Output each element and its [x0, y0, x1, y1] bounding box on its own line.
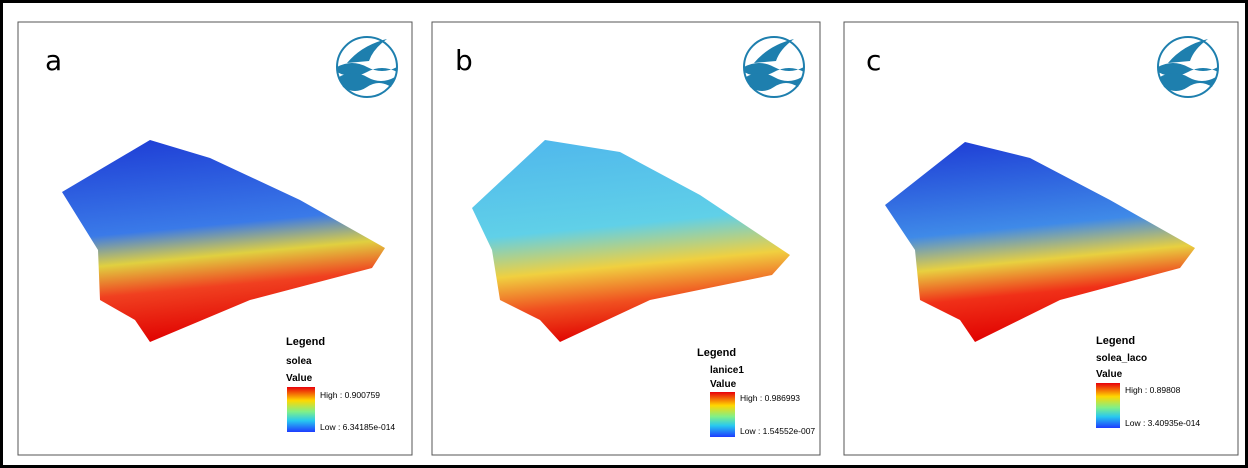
legend-high: High : 0.986993 — [740, 393, 800, 403]
legend-high: High : 0.900759 — [320, 390, 380, 400]
color-ramp — [287, 387, 315, 432]
legend-field: Value — [710, 379, 737, 390]
panel-c: c Legend solea_laco Value High : 0.89808… — [844, 22, 1238, 455]
legend-title: Legend — [697, 347, 736, 359]
panel-label: b — [455, 44, 473, 77]
color-ramp — [710, 392, 735, 437]
legend-layer: solea_laco — [1096, 353, 1147, 364]
legend-title: Legend — [1096, 335, 1135, 347]
panel-a: a Legend solea Value High : 0.900759 Low… — [18, 22, 412, 455]
legend-field: Value — [1096, 369, 1123, 380]
legend-title: Legend — [286, 336, 325, 348]
legend-low: Low : 1.54552e-007 — [740, 426, 815, 436]
legend-layer: lanice1 — [710, 365, 744, 376]
legend-layer: solea — [286, 356, 312, 367]
panel-label: c — [866, 44, 881, 77]
legend-low: Low : 3.40935e-014 — [1125, 418, 1200, 428]
legend-field: Value — [286, 373, 313, 384]
color-ramp — [1096, 383, 1120, 428]
figure: a Legend solea Value High : 0.900759 Low… — [0, 0, 1248, 468]
legend-high: High : 0.89808 — [1125, 385, 1181, 395]
panel-b: b Legend lanice1 Value High : 0.986993 L… — [432, 22, 820, 455]
legend-low: Low : 6.34185e-014 — [320, 422, 395, 432]
panel-label: a — [45, 44, 62, 77]
